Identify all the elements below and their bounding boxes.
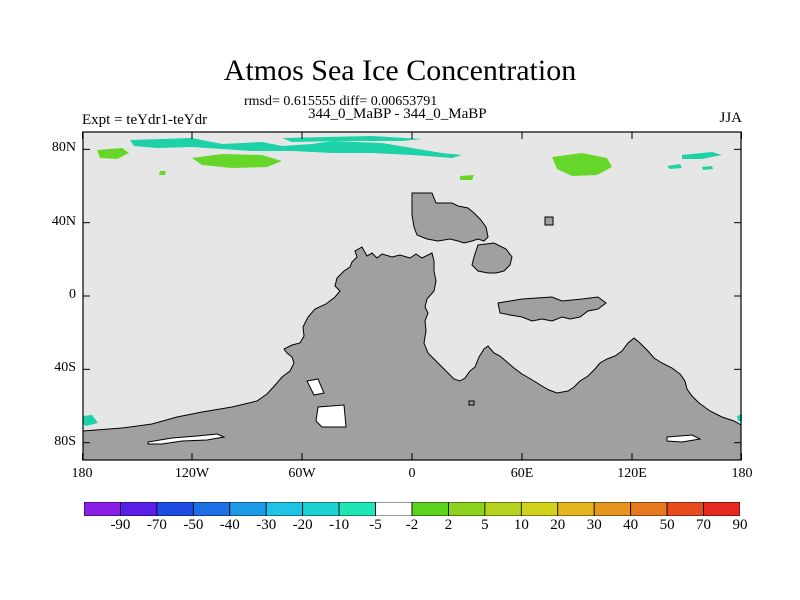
ice-anomaly-arctic-green-1 (97, 148, 129, 159)
colorbar-label: -70 (146, 517, 167, 533)
colorbar-label: -10 (329, 517, 350, 533)
colorbar-label: -5 (369, 517, 382, 533)
colorbar-swatch (375, 502, 413, 516)
colorbar-swatch (265, 502, 304, 516)
colorbar-label: -90 (110, 517, 131, 533)
tick-marks (82, 132, 742, 460)
x-tick-label: 0 (408, 466, 416, 481)
ice-anomaly-arctic-cyan-small-2 (702, 166, 713, 170)
colorbar-swatch (120, 502, 158, 516)
land-europe-block (411, 192, 489, 244)
experiment-label: Expt = teYdr1-teYdr (82, 112, 208, 128)
x-tick-label: 180 (731, 466, 753, 481)
land-antarctica-and-continents (82, 246, 742, 461)
colorbar-swatch (703, 502, 740, 516)
colorbar-swatch (484, 502, 522, 516)
colorbar-label: -50 (183, 517, 204, 533)
x-tick-label: 120E (617, 466, 647, 481)
open-water-peninsula (306, 378, 325, 396)
ice-anomaly-arctic-green-5 (460, 175, 474, 180)
colorbar-swatch (593, 502, 632, 516)
land-small-island-1 (544, 216, 554, 226)
colorbar-label: 20 (550, 517, 566, 533)
colorbar-label: -40 (219, 517, 240, 533)
y-tick-label: 40S (54, 360, 76, 376)
x-tick-label: 180 (71, 466, 93, 481)
ice-anomaly-arctic-cyan-small-1 (667, 164, 682, 169)
colorbar-label: 40 (623, 517, 639, 533)
colorbar-label: 50 (659, 517, 675, 533)
colorbar-swatch (448, 502, 486, 516)
colorbar-label: 2 (444, 517, 453, 533)
run-line: 344_0_MaBP - 344_0_MaBP (308, 106, 487, 122)
y-tick-label: 40N (51, 213, 76, 229)
ice-anomaly-arctic-green-4 (159, 171, 166, 175)
y-tick-label: 80N (51, 140, 76, 156)
season-label: JJA (719, 110, 742, 126)
colorbar-swatch (666, 502, 704, 516)
land-layer (82, 192, 742, 461)
colorbar-swatch (229, 502, 267, 516)
colorbar-label: 10 (513, 517, 529, 533)
ice-anomaly-arctic-cyan-west (130, 138, 462, 158)
x-tick-label: 120W (174, 466, 210, 481)
open-water-east (666, 434, 702, 443)
colorbar-label: 70 (696, 517, 712, 533)
colorbar-swatch (84, 502, 121, 516)
ice-anomaly-arctic-cyan-east (682, 152, 722, 159)
colorbar-label: 5 (481, 517, 489, 533)
colorbar-label: -2 (405, 517, 419, 533)
colorbar-label: -30 (256, 517, 277, 533)
colorbar-swatch (338, 502, 376, 516)
colorbar-swatch (630, 502, 668, 516)
colorbar-swatch (156, 502, 194, 516)
ice-anomaly-antarctic-cyan-1 (83, 415, 98, 426)
colorbar-swatch (557, 502, 595, 516)
ice-anomaly-arctic-green-3 (552, 153, 612, 176)
x-tick-label: 60E (510, 466, 534, 481)
colorbar-label: 30 (586, 517, 602, 533)
land-maritime-strip (497, 296, 607, 322)
colorbar-label: -20 (292, 517, 313, 533)
colorbar-swatch (411, 502, 449, 516)
colorbar-swatch (192, 502, 231, 516)
x-tick-label: 60W (288, 466, 316, 481)
stats-line: rmsd= 0.615555 diff= 0.00653791 (244, 94, 438, 109)
y-tick-label: 80S (54, 433, 76, 449)
ice-anomaly-arctic-cyan-strip (282, 136, 422, 142)
open-water-weddell-sea (315, 404, 347, 428)
land-asia-block (471, 242, 513, 274)
y-tick-label: 0 (69, 287, 76, 302)
open-water-ross-sea (147, 433, 226, 445)
colorbar-label: 90 (732, 517, 748, 533)
colorbar (84, 502, 740, 516)
map-plot (82, 131, 742, 461)
colorbar-swatch (302, 502, 340, 516)
land-small-island-2 (468, 400, 475, 406)
colorbar-swatch (520, 502, 559, 516)
ice-anomaly-arctic-green-2 (192, 154, 282, 168)
main-title: Atmos Sea Ice Concentration (223, 54, 577, 87)
antarctic-open-water (147, 378, 702, 445)
